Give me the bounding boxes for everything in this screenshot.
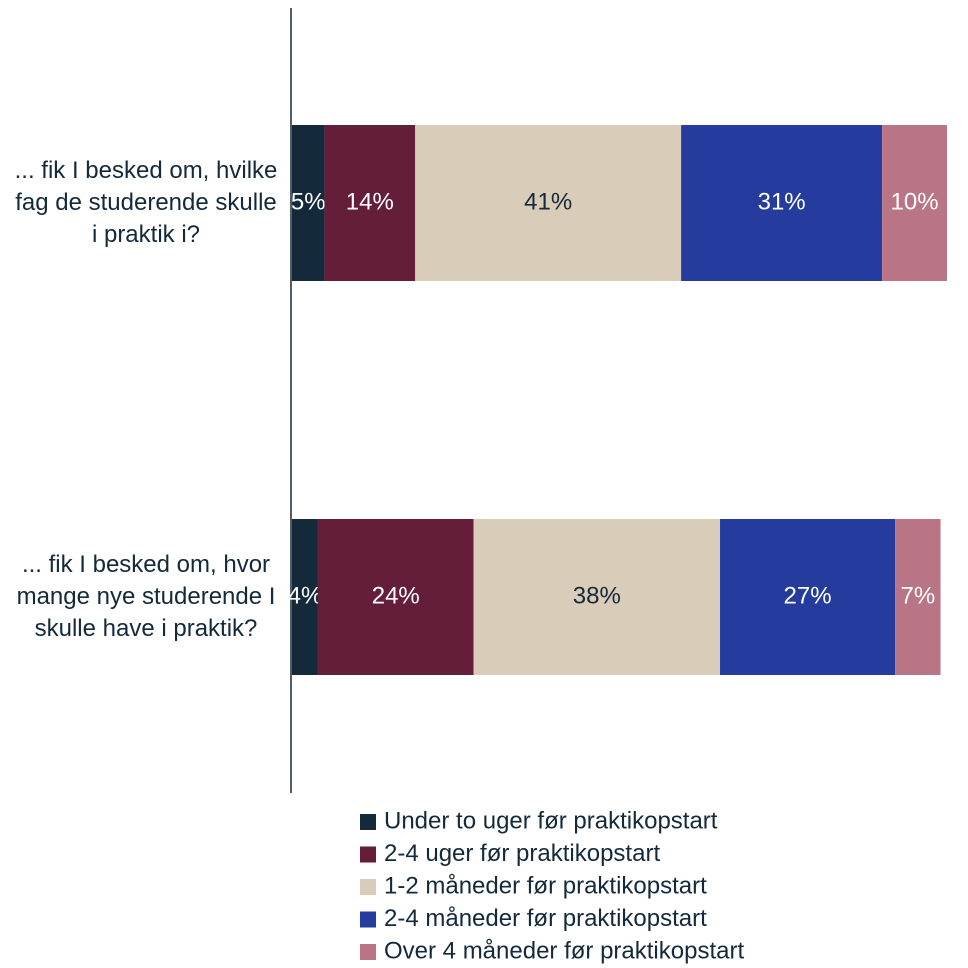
bar-segment <box>681 125 883 281</box>
category-label: ... fik I besked om, hvor mange nye stud… <box>16 551 276 642</box>
bar-segment <box>415 125 682 281</box>
data-label: 38% <box>573 582 621 609</box>
legend-swatch <box>360 879 376 895</box>
data-label: 4% <box>288 582 323 609</box>
legend-label: 2-4 måneder før praktikopstart <box>384 905 707 932</box>
bar-segment <box>895 519 941 675</box>
legend-swatch <box>360 911 376 928</box>
bar-segment <box>720 519 896 675</box>
data-label: 24% <box>372 582 420 609</box>
bar-segment <box>473 519 721 675</box>
legend-swatch <box>360 944 376 960</box>
bar-segment <box>292 519 318 675</box>
category-label: ... fik I besked om, hvilke fag de stude… <box>14 157 278 248</box>
data-label: 27% <box>784 582 832 609</box>
legend-swatch <box>360 814 376 830</box>
data-label: 7% <box>900 582 935 609</box>
legend-label: Under to uger før praktikopstart <box>384 807 718 834</box>
bar-segment <box>882 125 947 281</box>
bar-segment <box>324 125 416 281</box>
legend-label: Over 4 måneder før praktikopstart <box>384 937 744 964</box>
data-label: 41% <box>524 188 572 215</box>
data-label: 5% <box>291 188 326 215</box>
bar-segment <box>292 125 325 281</box>
data-label: 10% <box>891 188 939 215</box>
legend-label: 2-4 uger før praktikopstart <box>384 840 660 867</box>
data-label: 31% <box>758 188 806 215</box>
legend-label: 1-2 måneder før praktikopstart <box>384 872 707 899</box>
data-label: 14% <box>346 188 394 215</box>
legend-swatch <box>360 846 376 863</box>
bar-segment <box>317 519 474 675</box>
